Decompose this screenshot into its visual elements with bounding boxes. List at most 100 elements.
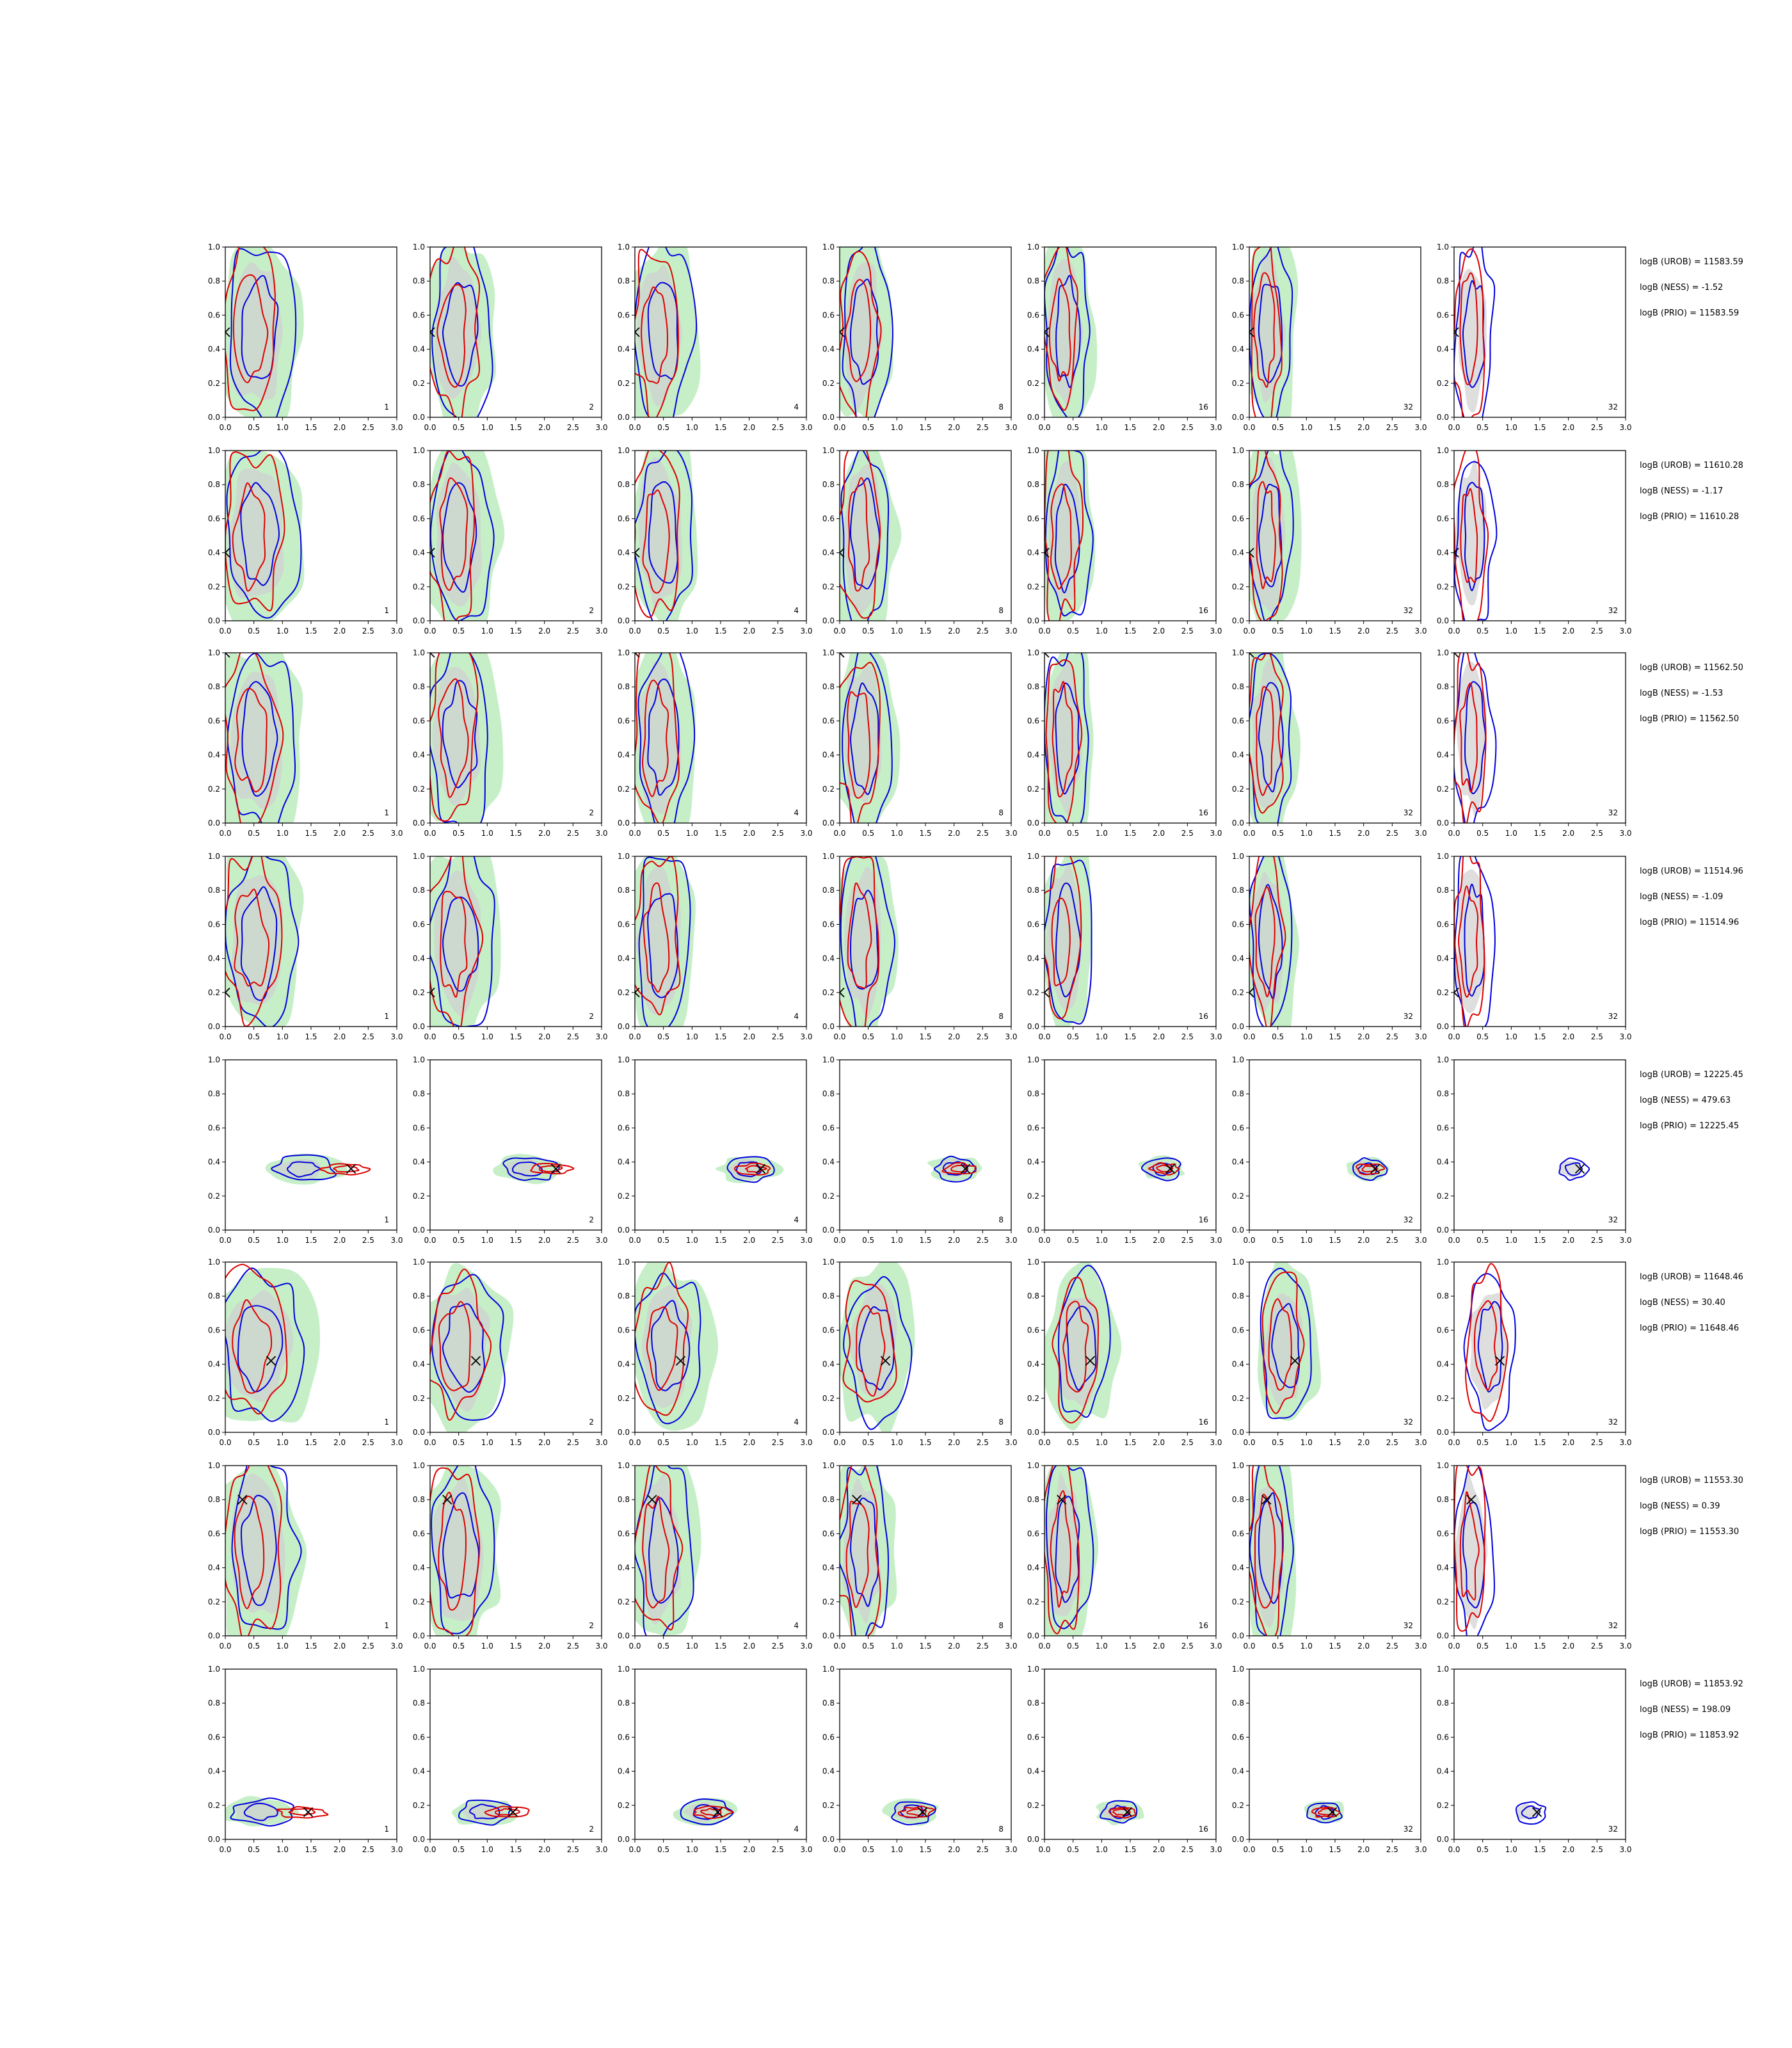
y-tick-label: 0.8 (618, 1089, 630, 1098)
y-tick-label: 0.4 (1232, 1360, 1244, 1369)
y-tick-label: 0.0 (1437, 1631, 1449, 1640)
x-tick-label: 0.0 (833, 829, 845, 838)
x-tick-label: 3.0 (390, 1845, 403, 1854)
y-tick-label: 0.6 (208, 716, 220, 725)
sample-count-label: 32 (1404, 1418, 1413, 1427)
x-tick-label: 2.5 (362, 423, 374, 432)
x-tick-label: 1.5 (1329, 1032, 1341, 1041)
red-contour-outer (1454, 451, 1489, 621)
y-tick-label: 0.2 (1027, 582, 1039, 591)
contour-layer (635, 856, 696, 1027)
y-tick-label: 0.4 (208, 954, 220, 963)
x-tick-label: 2.0 (538, 627, 550, 636)
logb-annotation: logB (NESS) = 479.63 (1640, 1096, 1731, 1105)
x-tick-label: 1.0 (1096, 423, 1108, 432)
y-tick-label: 1.0 (1232, 243, 1244, 252)
blue-contour-outer (840, 451, 890, 621)
x-tick-label: 2.0 (743, 1438, 755, 1447)
x-tick-label: 1.0 (1300, 829, 1313, 838)
y-tick-label: 0.0 (822, 1631, 835, 1640)
true-value-marker (635, 327, 640, 337)
red-contour-inner (855, 1305, 886, 1397)
x-tick-label: 0.5 (1067, 1438, 1079, 1447)
y-tick-label: 0.6 (1232, 1732, 1244, 1741)
x-tick-label: 2.0 (1357, 423, 1370, 432)
y-tick-label: 0.8 (1437, 1089, 1449, 1098)
x-tick-label: 2.5 (362, 627, 374, 636)
contour-layer (451, 1799, 530, 1826)
sample-count-label: 32 (1404, 1825, 1413, 1834)
x-tick-label: 0.5 (657, 1642, 669, 1651)
panel-r6-c5: 0.0 0.5 1.0 1.5 2.0 2.5 3.0 0.0 0.2 0.4 0.6 0.8 1.0 1… (1027, 1258, 1222, 1447)
x-tick-label: 2.5 (977, 1438, 989, 1447)
y-tick-label: 1.0 (1027, 852, 1039, 861)
x-tick-label: 2.5 (772, 829, 784, 838)
x-tick-label: 2.5 (772, 1032, 784, 1041)
red-contour-inner (1460, 488, 1478, 583)
red-contour-outer (1454, 653, 1487, 823)
x-tick-label: 3.0 (1210, 1845, 1222, 1854)
x-tick-label: 1.5 (919, 1438, 931, 1447)
y-tick-label: 0.2 (1232, 582, 1244, 591)
y-tick-label: 0.0 (1232, 616, 1244, 625)
x-tick-label: 2.0 (538, 1642, 550, 1651)
y-tick-label: 1.0 (618, 243, 630, 252)
blue-contour-inner (469, 1804, 500, 1820)
true-value-marker (1494, 1356, 1505, 1366)
y-tick-label: 0.2 (1437, 1394, 1449, 1403)
x-tick-label: 2.5 (1181, 1845, 1194, 1854)
y-tick-label: 1.0 (1232, 1055, 1244, 1064)
sample-count-label: 2 (589, 1418, 594, 1427)
x-tick-label: 3.0 (1210, 627, 1222, 636)
panel-frame (839, 1059, 1012, 1231)
y-tick-label: 0.8 (1027, 1495, 1039, 1504)
red-contour-inner (1050, 483, 1072, 590)
x-tick-label: 0.0 (219, 1032, 231, 1041)
panel-r4-c5: 0.0 0.5 1.0 1.5 2.0 2.5 3.0 0.0 0.2 0.4 0.6 0.8 1.0 1… (1027, 852, 1222, 1041)
contour-layer (1249, 1466, 1297, 1636)
x-tick-label: 0.5 (862, 829, 874, 838)
panel-r2-c5: 0.0 0.5 1.0 1.5 2.0 2.5 3.0 0.0 0.2 0.4 0.6 0.8 1.0 1… (1027, 446, 1222, 636)
y-tick-label: 0.2 (1027, 988, 1039, 997)
y-tick-label: 0.6 (618, 1325, 630, 1334)
blue-contour-inner (1258, 284, 1283, 383)
x-tick-label: 0.0 (219, 423, 231, 432)
blue-contour-inner (442, 1492, 479, 1599)
x-tick-label: 2.0 (538, 1438, 550, 1447)
y-tick-label: 1.0 (1437, 1055, 1449, 1064)
y-tick-label: 0.0 (413, 1631, 425, 1640)
contour-layer (635, 653, 696, 823)
x-tick-label: 1.0 (1300, 423, 1313, 432)
red-contour-outer (1249, 451, 1283, 621)
x-tick-label: 1.0 (276, 1642, 289, 1651)
x-tick-label: 2.0 (1153, 1032, 1165, 1041)
sample-count-label: 4 (794, 1418, 799, 1427)
sample-count-label: 32 (1608, 808, 1618, 817)
y-tick-label: 0.6 (822, 920, 835, 929)
y-tick-label: 0.0 (618, 616, 630, 625)
x-tick-label: 2.0 (1562, 829, 1574, 838)
sample-count-label: 1 (384, 1825, 389, 1834)
y-tick-label: 0.8 (618, 276, 630, 285)
y-tick-label: 0.0 (822, 819, 835, 828)
x-tick-label: 3.0 (1619, 829, 1631, 838)
x-tick-label: 1.5 (919, 1845, 931, 1854)
true-value-marker (430, 988, 435, 998)
blue-contour-inner (1464, 681, 1487, 795)
x-tick-label: 0.0 (1038, 1438, 1050, 1447)
true-value-marker (635, 988, 640, 998)
x-tick-label: 1.5 (305, 1236, 317, 1245)
logb-annotation: logB (UROB) = 11562.50 (1640, 663, 1743, 673)
x-tick-label: 3.0 (1619, 1642, 1631, 1651)
x-tick-label: 0.0 (628, 1845, 641, 1854)
x-tick-label: 0.0 (1448, 627, 1460, 636)
red-contour-inner (1473, 1300, 1498, 1391)
x-tick-label: 0.5 (452, 627, 465, 636)
x-tick-label: 2.0 (333, 1642, 346, 1651)
y-tick-label: 0.4 (1437, 1564, 1449, 1572)
x-tick-label: 1.0 (481, 1438, 493, 1447)
red-contour-inner (1459, 682, 1478, 793)
y-tick-label: 0.6 (1437, 920, 1449, 929)
panel-r7-c5: 0.0 0.5 1.0 1.5 2.0 2.5 3.0 0.0 0.2 0.4 0.6 0.8 1.0 1… (1027, 1461, 1222, 1651)
blue-contour-outer (1515, 1801, 1547, 1825)
